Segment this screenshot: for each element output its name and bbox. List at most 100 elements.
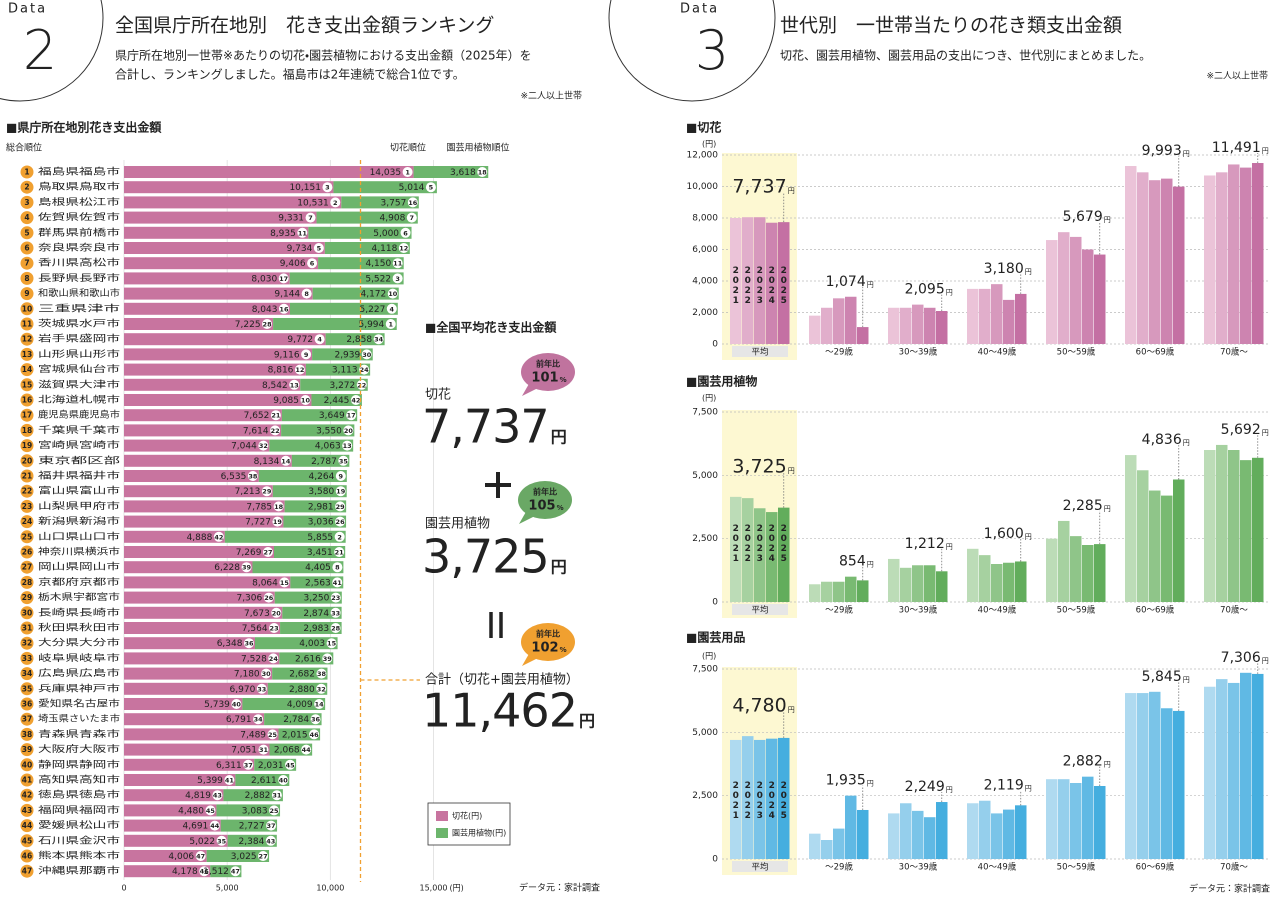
rank-number: 22	[22, 487, 32, 496]
year-label: 2023	[755, 266, 765, 306]
sub-rank-badge	[316, 683, 327, 694]
header-circle	[608, 0, 776, 102]
rank-badge	[20, 712, 34, 726]
y-tick-label: 2,500	[692, 534, 718, 544]
prefecture-name: 奈良県奈良市	[38, 242, 120, 254]
rank-number: 2	[24, 183, 29, 192]
sub-rank-number: 36	[311, 716, 321, 724]
bar	[742, 736, 754, 859]
prefecture-name: 三重県津市	[38, 302, 120, 314]
prefecture-name: 兵庫県神戸市	[38, 682, 120, 694]
sub-rank-number: 28	[331, 625, 341, 633]
sub-rank-badge	[247, 471, 258, 481]
bar	[821, 581, 833, 602]
sub-rank-number: 19	[336, 488, 346, 496]
sub-rank-badge	[477, 167, 488, 177]
sub-rank-badge	[425, 182, 436, 193]
rank-number: 33	[22, 654, 32, 663]
value-label: 6,228	[214, 563, 240, 573]
average-unit: 円	[579, 712, 595, 731]
year-label: 2022	[743, 266, 753, 306]
sub-rank-number: 28	[263, 321, 273, 329]
y-tick-label: 7,500	[692, 665, 718, 675]
value-unit: 円	[1183, 439, 1190, 447]
bar	[124, 454, 292, 467]
sub-rank-number: 32	[317, 685, 326, 693]
bar	[979, 555, 991, 602]
sub-rank-number: 20	[272, 609, 282, 617]
rank-number: 32	[22, 639, 32, 648]
bar	[124, 713, 265, 726]
bar	[1149, 180, 1161, 344]
value-label: 3,550	[316, 426, 342, 436]
bar	[1082, 776, 1094, 859]
sub-rank-badge	[231, 699, 242, 709]
value-unit: 円	[946, 543, 953, 551]
data-number: 2	[23, 19, 57, 82]
year-label: 2023	[755, 524, 765, 564]
average-name: 切花	[425, 387, 451, 403]
value-label: 6,791	[226, 715, 252, 725]
value-label: 3,025	[231, 852, 257, 862]
rank-number: 38	[22, 730, 32, 739]
prefecture-name: 京都府京都市	[38, 576, 120, 588]
bar	[279, 652, 334, 665]
sub-rank-badge	[338, 455, 349, 466]
rank-badge	[20, 758, 34, 772]
value-label: 9,144	[274, 290, 300, 300]
average-name: 園芸用植物	[425, 516, 490, 532]
year-label: 2025	[779, 524, 789, 564]
rank-number: 47	[22, 867, 32, 876]
bar	[1161, 178, 1173, 344]
prefecture-name: 岡山県岡山市	[38, 561, 120, 573]
year-label: 2022	[743, 524, 753, 564]
bar	[227, 834, 277, 847]
bar	[1137, 693, 1149, 859]
prefecture-name: 石川県金沢市	[38, 834, 120, 846]
yoy-value: 105	[528, 499, 555, 514]
bar	[254, 637, 338, 650]
bar	[124, 606, 283, 619]
value-unit: 円	[946, 289, 953, 297]
prefecture-name: 島根県松江市	[38, 196, 120, 208]
sub-rank-number: 5	[429, 184, 434, 192]
category-box	[732, 346, 788, 357]
rank-number: 7	[24, 259, 29, 268]
bar	[124, 424, 282, 437]
rank-badge	[20, 773, 34, 787]
sub-rank-number: 37	[267, 822, 276, 830]
prefecture-name: 愛媛県松山市	[38, 819, 120, 831]
value-label: 5,022	[189, 837, 215, 847]
value-label: 2,563	[305, 578, 331, 588]
rank-badge	[20, 727, 34, 741]
value-label: 3,180	[984, 261, 1024, 277]
value-label: 7,727	[245, 518, 271, 528]
bar	[316, 211, 418, 224]
value-label: 8,134	[254, 457, 280, 467]
bar	[845, 576, 857, 602]
sub-rank-badge	[400, 227, 411, 238]
rank-badge	[20, 834, 34, 848]
value-label: 1,512	[203, 867, 229, 877]
sub-rank-badge	[335, 516, 346, 527]
rank-number: 21	[22, 472, 32, 481]
bar	[1204, 175, 1216, 344]
sub-rank-number: 6	[310, 260, 315, 268]
y-tick-label: 4,000	[692, 277, 718, 287]
sub-rank-badge	[301, 744, 312, 755]
sub-rank-badge	[213, 531, 224, 542]
bar	[274, 591, 342, 604]
bar	[281, 409, 358, 422]
value-unit: 円	[1183, 150, 1190, 158]
bar	[124, 698, 243, 710]
sub-rank-badge	[256, 683, 267, 694]
bar	[124, 546, 274, 558]
bar	[991, 564, 1003, 602]
bar	[325, 333, 385, 346]
rank-number: 36	[22, 700, 32, 709]
bar	[1046, 538, 1058, 602]
chart-title: ■県庁所在地別花き支出金額	[6, 120, 162, 135]
sub-rank-badge	[342, 440, 353, 451]
sub-rank-number: 11	[393, 260, 403, 268]
rank-number: 14	[22, 365, 32, 374]
